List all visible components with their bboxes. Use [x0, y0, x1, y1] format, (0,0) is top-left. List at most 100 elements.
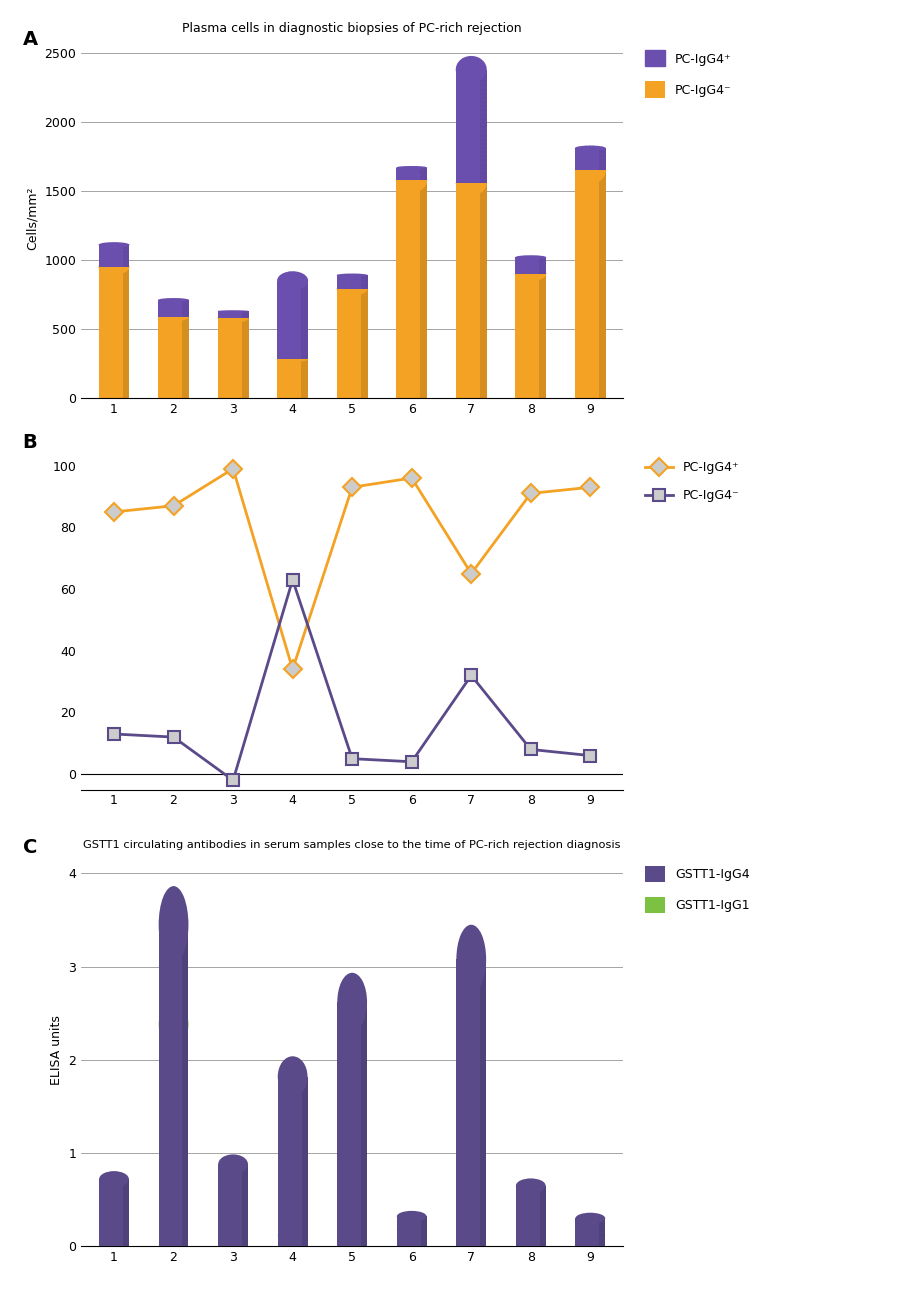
- Bar: [396, 167, 427, 180]
- Bar: [396, 167, 427, 180]
- Bar: [479, 183, 486, 398]
- Bar: [396, 180, 427, 398]
- Bar: [575, 149, 605, 170]
- Ellipse shape: [515, 266, 546, 282]
- PC-IgG4⁻: [584, 748, 595, 763]
- Bar: [217, 311, 248, 318]
- Bar: [539, 1237, 545, 1246]
- Bar: [575, 1219, 604, 1246]
- Bar: [361, 275, 367, 288]
- Bar: [336, 275, 367, 288]
- Text: A: A: [23, 30, 38, 50]
- PC-IgG4⁺: [406, 470, 417, 485]
- Ellipse shape: [99, 1171, 129, 1188]
- Bar: [456, 959, 485, 1246]
- Bar: [538, 257, 546, 274]
- Ellipse shape: [218, 1155, 248, 1174]
- Ellipse shape: [396, 1211, 426, 1221]
- Bar: [182, 317, 189, 398]
- Ellipse shape: [278, 1056, 308, 1098]
- Legend: GSTT1-IgG4, GSTT1-IgG1: GSTT1-IgG4, GSTT1-IgG1: [640, 861, 754, 919]
- Bar: [278, 1235, 308, 1246]
- Legend: PC-IgG4⁺, PC-IgG4⁻: PC-IgG4⁺, PC-IgG4⁻: [640, 457, 743, 508]
- Line: PC-IgG4⁻: PC-IgG4⁻: [108, 574, 595, 786]
- Ellipse shape: [515, 1178, 545, 1193]
- Ellipse shape: [98, 258, 129, 275]
- Bar: [301, 281, 308, 359]
- Y-axis label: Cells/mm²: Cells/mm²: [26, 187, 39, 251]
- Bar: [218, 1198, 248, 1246]
- Bar: [420, 180, 427, 398]
- PC-IgG4⁻: [465, 668, 476, 684]
- Ellipse shape: [456, 170, 486, 196]
- PC-IgG4⁻: [168, 729, 179, 745]
- Ellipse shape: [277, 358, 308, 361]
- PC-IgG4⁺: [287, 662, 298, 677]
- Bar: [182, 1024, 189, 1246]
- Ellipse shape: [456, 1193, 485, 1203]
- Ellipse shape: [217, 311, 248, 312]
- Bar: [277, 281, 308, 359]
- Bar: [420, 167, 427, 180]
- Ellipse shape: [456, 925, 485, 993]
- Bar: [456, 69, 486, 183]
- Bar: [242, 311, 248, 318]
- Bar: [301, 1077, 308, 1246]
- Ellipse shape: [396, 167, 427, 193]
- Bar: [217, 318, 248, 398]
- PC-IgG4⁻: [406, 754, 417, 770]
- Bar: [598, 149, 605, 170]
- Bar: [242, 318, 248, 398]
- Ellipse shape: [515, 1232, 545, 1242]
- Ellipse shape: [575, 157, 605, 184]
- Bar: [456, 1198, 485, 1246]
- Bar: [599, 1235, 604, 1246]
- Bar: [159, 925, 189, 1246]
- Ellipse shape: [158, 298, 189, 301]
- Bar: [479, 69, 486, 183]
- Bar: [480, 1198, 485, 1246]
- Bar: [123, 268, 129, 398]
- Bar: [182, 300, 189, 317]
- Bar: [396, 1229, 426, 1246]
- PC-IgG4⁺: [227, 461, 238, 476]
- PC-IgG4⁺: [465, 566, 476, 582]
- PC-IgG4⁺: [346, 479, 357, 495]
- Bar: [456, 183, 486, 398]
- Bar: [361, 1002, 366, 1246]
- Bar: [480, 959, 485, 1246]
- Bar: [515, 1186, 545, 1246]
- Bar: [182, 925, 189, 1246]
- Bar: [515, 1237, 545, 1246]
- Legend: PC-IgG4⁺, PC-IgG4⁻: PC-IgG4⁺, PC-IgG4⁻: [640, 46, 736, 103]
- Text: C: C: [23, 838, 37, 857]
- Bar: [515, 274, 546, 398]
- Bar: [575, 1235, 604, 1246]
- Ellipse shape: [575, 146, 605, 151]
- Ellipse shape: [217, 313, 248, 322]
- Bar: [277, 359, 308, 398]
- Bar: [159, 1024, 189, 1246]
- Bar: [361, 1011, 366, 1246]
- Bar: [158, 317, 189, 398]
- Ellipse shape: [337, 988, 366, 1035]
- Bar: [361, 288, 367, 398]
- Bar: [599, 1219, 604, 1246]
- Ellipse shape: [336, 282, 367, 295]
- Bar: [539, 1186, 545, 1246]
- Bar: [158, 300, 189, 317]
- Y-axis label: ELISA units: ELISA units: [50, 1015, 63, 1086]
- Bar: [123, 245, 129, 268]
- Bar: [98, 245, 129, 268]
- Ellipse shape: [396, 166, 427, 170]
- PC-IgG4⁻: [108, 726, 119, 741]
- Text: B: B: [23, 433, 37, 453]
- Bar: [278, 1077, 308, 1246]
- Bar: [158, 300, 189, 317]
- Bar: [336, 288, 367, 398]
- Ellipse shape: [99, 1215, 129, 1227]
- Ellipse shape: [337, 972, 366, 1031]
- Bar: [456, 69, 486, 183]
- Ellipse shape: [515, 256, 546, 260]
- Bar: [301, 359, 308, 398]
